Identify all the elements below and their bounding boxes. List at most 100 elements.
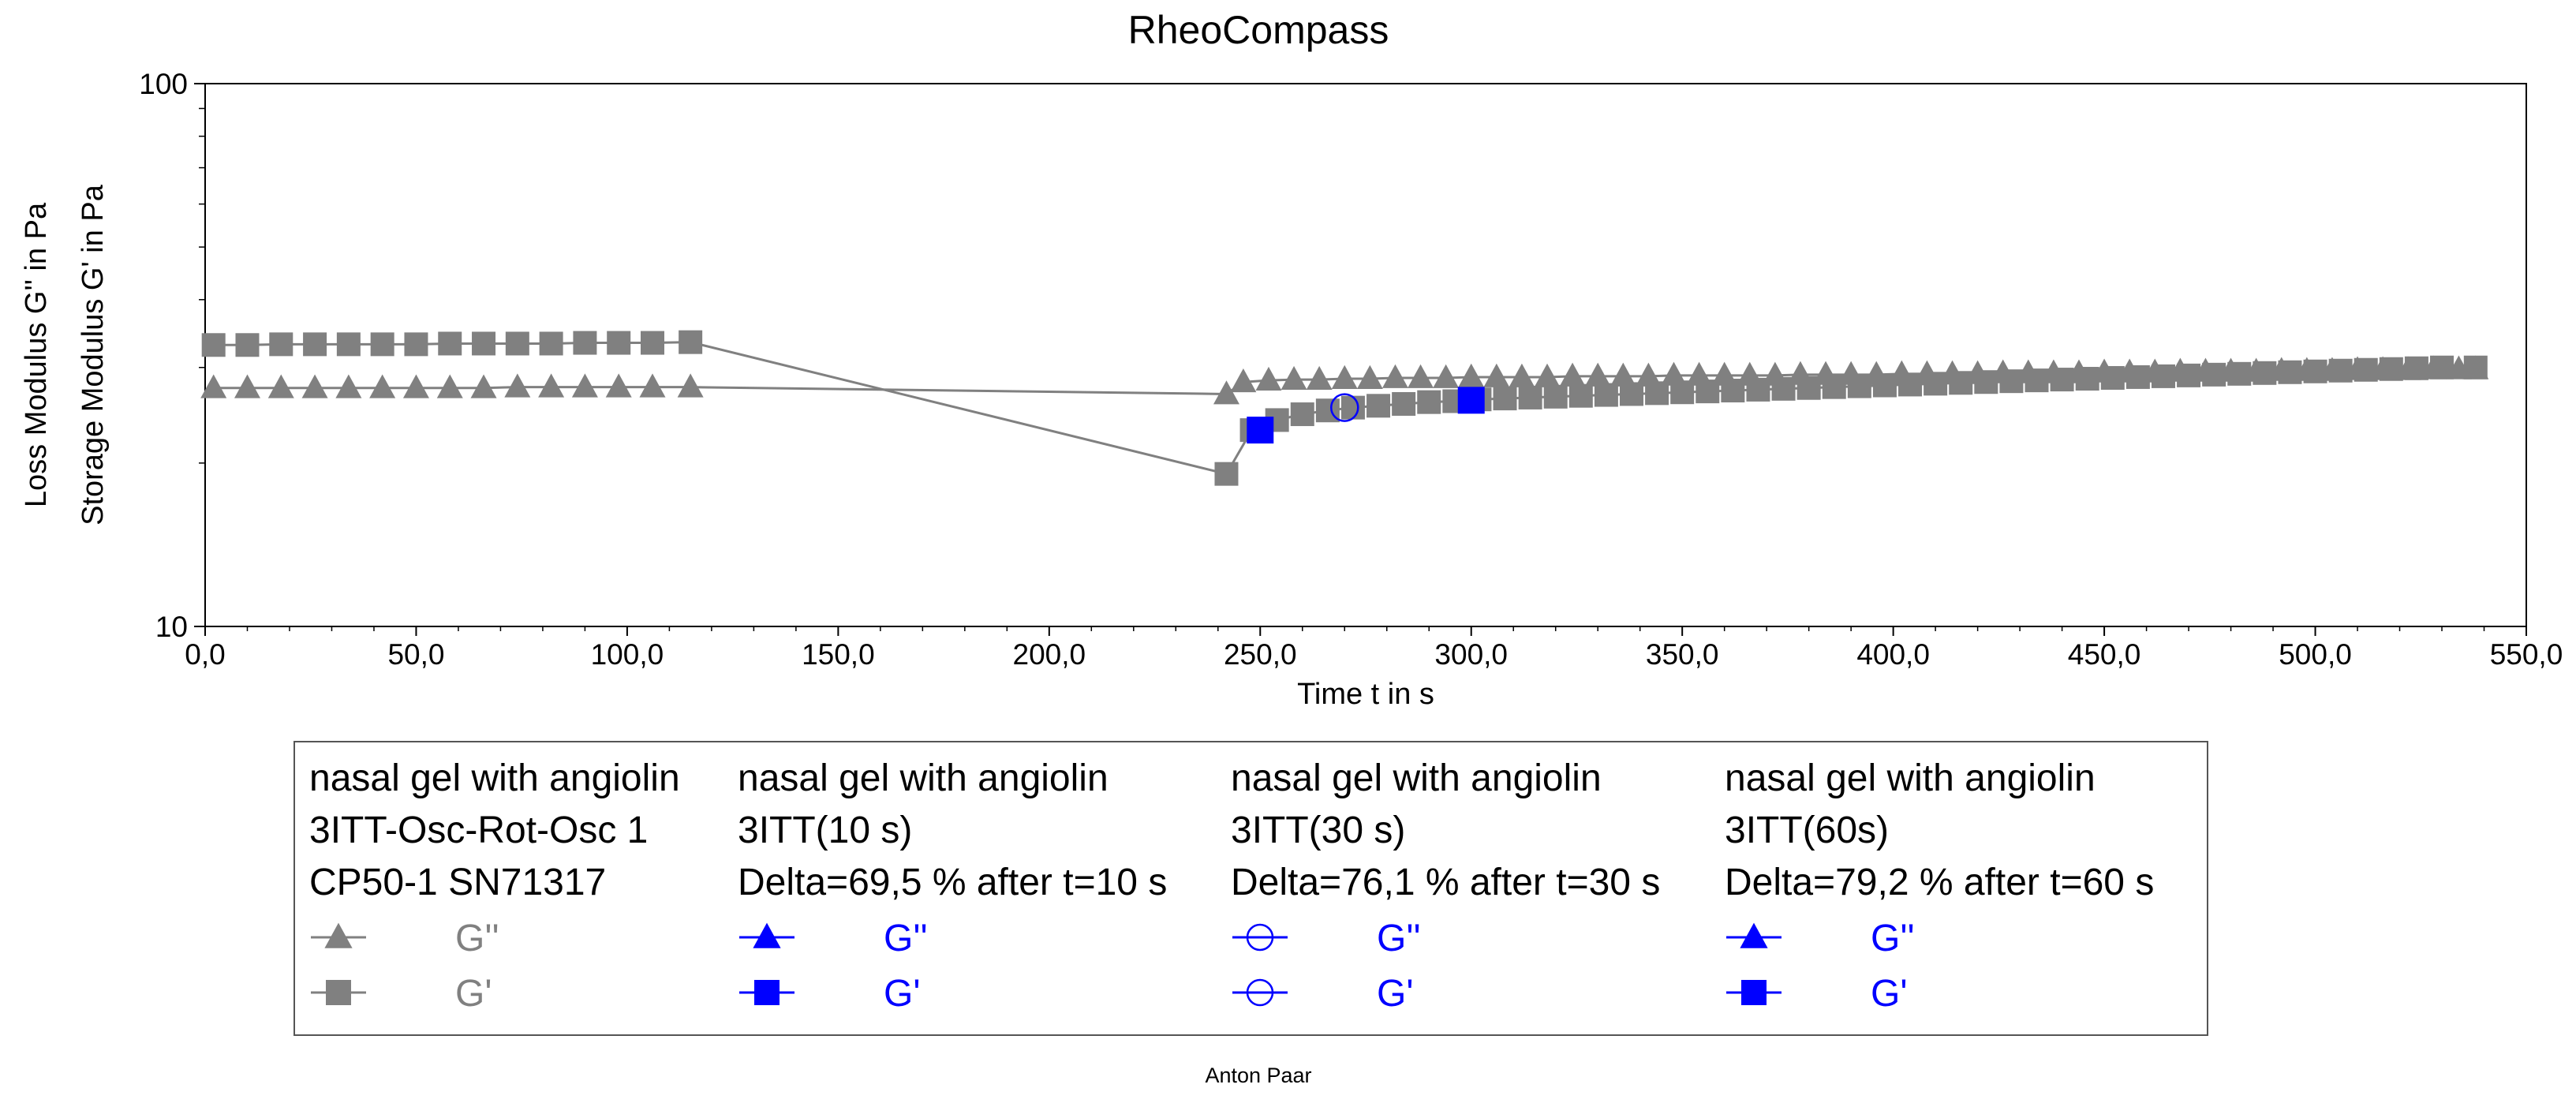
- square-marker: [2075, 367, 2099, 391]
- legend-entry-label: G': [1871, 973, 1908, 1015]
- legend-entry-label: G'': [884, 918, 928, 959]
- square-marker: [1392, 391, 1416, 416]
- series-g-phase-1: [201, 330, 703, 357]
- square-marker: [1457, 387, 1485, 414]
- circle-marker: [1330, 393, 1359, 422]
- square-marker: [1974, 370, 1998, 394]
- x-tick-label: 350,0: [1646, 638, 1719, 671]
- x-axis-ticks: 0,0 50,0 100,0 150,0 200,0 250,0 300,0 350,0 400…: [185, 626, 2563, 671]
- series-layer: [200, 330, 2489, 486]
- x-tick-label: 450,0: [2068, 638, 2141, 671]
- triangle-marker: [1433, 364, 1460, 388]
- triangle-marker: [571, 373, 598, 398]
- square-marker: [641, 331, 665, 355]
- square-marker: [370, 332, 394, 357]
- square-marker: [1721, 379, 1745, 403]
- square-marker: [472, 331, 496, 356]
- x-axis-label: Time t in s: [1297, 678, 1434, 711]
- y-tick-label: 10: [155, 611, 188, 643]
- y-axis-ticks: 10 100: [139, 68, 205, 643]
- square-marker: [607, 331, 631, 355]
- square-marker: [573, 331, 597, 355]
- square-marker: [1594, 383, 1618, 407]
- square-marker: [1367, 394, 1391, 418]
- square-marker: [235, 333, 260, 357]
- square-marker: [2354, 357, 2378, 382]
- square-marker: [269, 332, 293, 357]
- triangle-marker: [1534, 363, 1561, 387]
- triangle-marker: [1660, 361, 1687, 386]
- square-marker: [1924, 372, 1948, 396]
- square-marker: [1771, 376, 1796, 401]
- legend-entry-label: G': [1377, 973, 1414, 1015]
- square-marker: [1619, 382, 1643, 406]
- x-tick-label: 500,0: [2279, 638, 2352, 671]
- triangle-marker: [1483, 363, 1510, 387]
- triangle-marker: [470, 374, 497, 398]
- legend-square-marker: [1741, 980, 1767, 1005]
- legend-box: [293, 741, 2208, 1036]
- triangle-marker: [1356, 365, 1383, 389]
- square-marker: [1999, 369, 2024, 394]
- square-marker: [2328, 358, 2353, 383]
- square-marker: [1847, 374, 1871, 398]
- x-tick-label: 200,0: [1013, 638, 1086, 671]
- square-marker: [1340, 395, 1365, 420]
- legend-group-line: nasal gel with angiolin: [309, 757, 680, 799]
- triangle-marker: [1559, 362, 1586, 387]
- square-marker: [2404, 356, 2428, 380]
- square-marker: [1696, 380, 1720, 404]
- triangle-marker: [200, 374, 227, 398]
- footer-anton-paar: Anton Paar: [1205, 1064, 1311, 1087]
- square-marker: [1518, 385, 1542, 409]
- triangle-marker: [677, 373, 704, 398]
- legend-circle-marker: [1246, 923, 1274, 952]
- square-marker: [1493, 387, 1517, 411]
- triangle-marker: [1584, 362, 1611, 387]
- triangle-marker: [369, 374, 396, 398]
- triangle-marker: [538, 373, 565, 398]
- legend-group-line: nasal gel with angiolin: [738, 757, 1109, 799]
- legend-entry-label: G': [884, 973, 921, 1015]
- square-marker: [539, 331, 563, 356]
- triangle-marker: [1213, 380, 1239, 405]
- triangle-marker: [1281, 365, 1307, 391]
- triangle-marker: [605, 373, 632, 398]
- triangle-marker: [1509, 363, 1535, 387]
- square-marker: [2151, 364, 2175, 388]
- legend-group-line: CP50-1 SN71317: [309, 862, 606, 903]
- y-axis-label-loss: Loss Modulus G'' in Pa: [20, 202, 53, 507]
- triangle-marker: [1635, 362, 1662, 387]
- legend-triangle-marker: [1740, 922, 1768, 948]
- square-marker: [1949, 371, 1973, 395]
- legend-group-line: 3ITT(60s): [1725, 809, 1889, 851]
- square-marker: [2253, 361, 2277, 385]
- triangle-marker: [1408, 364, 1434, 388]
- square-marker: [404, 332, 428, 357]
- series-3itt-10-s-g-: [1247, 417, 1274, 444]
- legend-entry-label: G'': [455, 918, 499, 959]
- legend-group-line: nasal gel with angiolin: [1725, 757, 2096, 799]
- square-marker: [679, 330, 703, 354]
- square-marker: [2100, 365, 2125, 390]
- series-g-phase-3: [1214, 355, 2488, 486]
- x-tick-label: 0,0: [185, 638, 225, 671]
- legend-group-line: Delta=76,1 % after t=30 s: [1231, 862, 1660, 903]
- x-tick-label: 150,0: [802, 638, 875, 671]
- legend-group-line: 3ITT-Osc-Rot-Osc 1: [309, 809, 648, 851]
- legend-group-line: Delta=79,2 % after t=60 s: [1725, 862, 2154, 903]
- triangle-marker: [335, 374, 362, 398]
- triangle-marker: [267, 374, 294, 398]
- legend-group-line: nasal gel with angiolin: [1231, 757, 1602, 799]
- series-3itt-30-s-g-: [1330, 393, 1359, 422]
- triangle-marker: [436, 374, 463, 398]
- legend: nasal gel with angiolin 3ITT-Osc-Rot-Osc …: [309, 757, 2154, 1015]
- y-axis-label-storage: Storage Modulus G' in Pa: [77, 184, 110, 525]
- chart-title: RheoCompass: [1128, 8, 1389, 52]
- x-tick-label: 400,0: [1856, 638, 1930, 671]
- square-marker: [1872, 373, 1897, 398]
- legend-group-line: 3ITT(30 s): [1231, 809, 1405, 851]
- triangle-marker: [1458, 363, 1485, 387]
- triangle-marker: [234, 374, 260, 398]
- legend-entry-label: G': [455, 973, 492, 1015]
